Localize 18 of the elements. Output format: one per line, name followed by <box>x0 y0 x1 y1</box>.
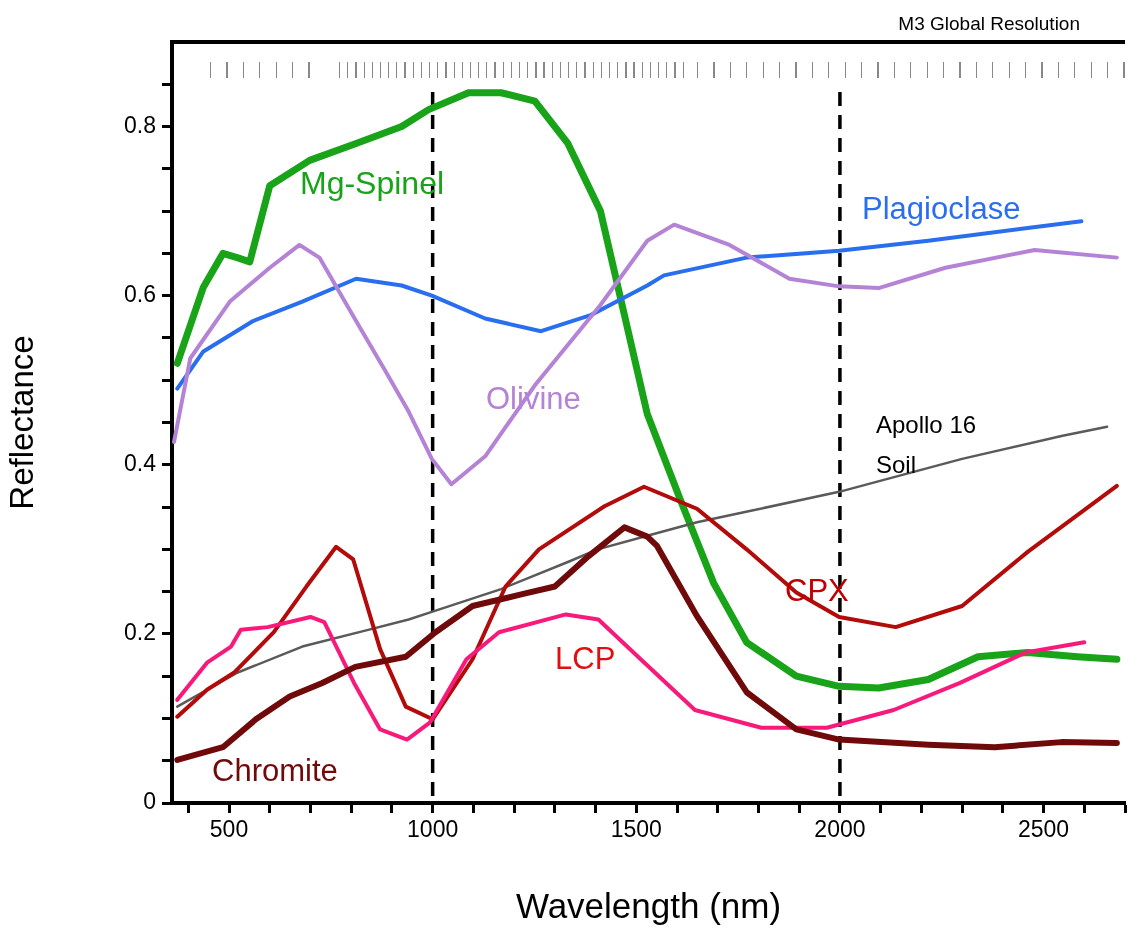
text: M3 Global Resolution <box>898 12 1080 34</box>
y-tick-label: 0.6 <box>124 281 156 308</box>
y-tick-label: 0.4 <box>124 450 157 477</box>
y-tick-label: 0.8 <box>124 111 156 138</box>
series-label: LCP <box>555 640 616 676</box>
y-tick-label: 0.2 <box>124 619 156 646</box>
x-tick-label: 500 <box>209 816 249 843</box>
x-tick-label: 1000 <box>407 816 459 843</box>
x-axis-title: Wavelength (nm) <box>515 885 782 925</box>
y-axis-title: Reflectance <box>2 335 40 510</box>
series-label: Chromite <box>212 752 338 788</box>
series-label: Apollo 16 Soil <box>876 410 977 478</box>
x-tick-label: 1500 <box>610 816 662 843</box>
series-label: Mg-Spinel <box>300 164 445 201</box>
x-tick-label: 2000 <box>814 816 866 843</box>
y-tick-label: 0 <box>143 788 156 815</box>
series-label: Plagioclase <box>862 190 1021 226</box>
x-tick-label: 2500 <box>1017 816 1070 843</box>
